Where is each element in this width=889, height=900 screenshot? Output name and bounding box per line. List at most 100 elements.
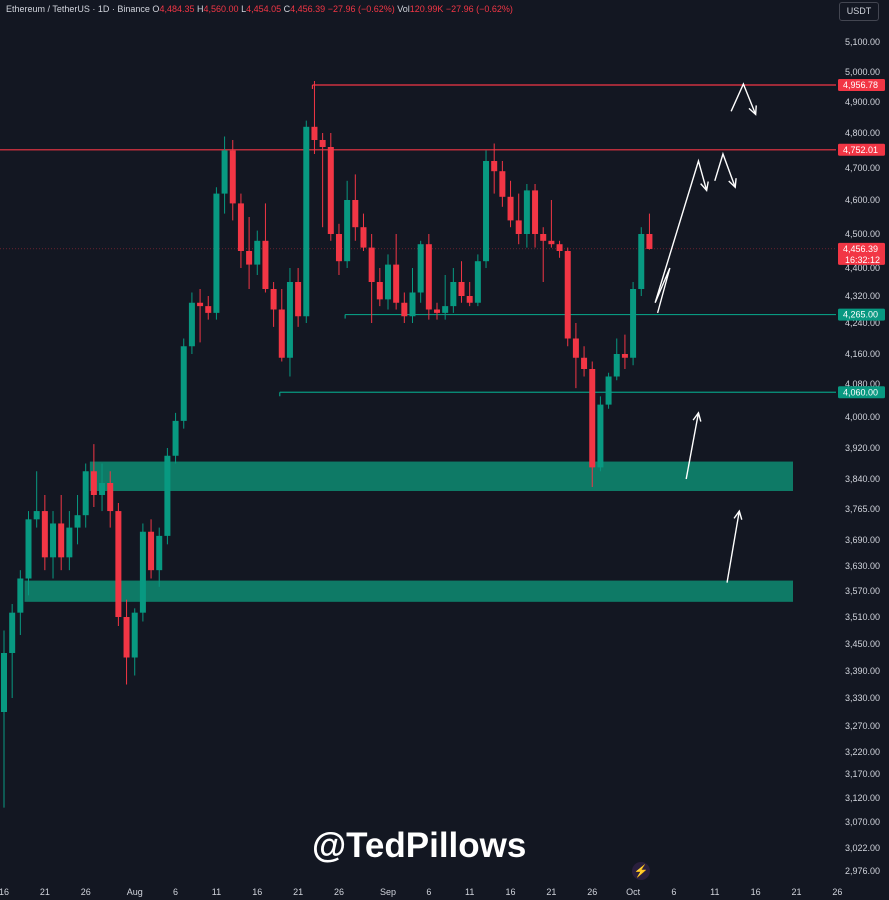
time-tick-label: 16: [751, 887, 761, 897]
arrow-head: [748, 105, 757, 116]
price-tick-label: 3,220.00: [845, 747, 880, 757]
price-tick-label: 4,700.00: [845, 163, 880, 173]
price-tick-label: 4,900.00: [845, 97, 880, 107]
candle-body: [319, 140, 326, 147]
time-tick-label: 11: [212, 887, 221, 897]
price-tick-label: 3,765.00: [845, 504, 880, 514]
price-tick-label: 3,170.00: [845, 769, 880, 779]
candle-body: [425, 244, 432, 310]
price-tag-box: [838, 308, 885, 321]
demand-zone: [24, 580, 793, 602]
price-tags-layer: 4,956.78 4,752.01 4,265.00 4,060.00 4,456.39…: [838, 78, 885, 399]
candle-body: [9, 612, 16, 653]
candle-body: [581, 357, 588, 369]
projection-arrow: [714, 151, 736, 188]
open-value: 4,484.35: [159, 4, 195, 14]
candle-body: [17, 578, 24, 613]
candle-body: [139, 531, 146, 613]
arrow-head: [733, 509, 743, 520]
price-tick-label: 4,160.00: [845, 349, 880, 359]
time-tick-label: 16: [252, 887, 262, 897]
candle-body: [532, 190, 539, 234]
time-axis[interactable]: 16 21 26 Aug 6 11 16 21 26 Sep 6 11 16 21 26 Oct 6 11 16 21…: [0, 887, 842, 897]
high-label: H: [197, 4, 204, 14]
candle-body: [25, 519, 32, 579]
candle-body: [523, 190, 530, 234]
candle-body: [376, 282, 383, 300]
candle-body: [82, 471, 89, 516]
candle-body: [368, 247, 375, 282]
price-tick-label: 3,690.00: [845, 535, 880, 545]
time-tick-label: 21: [546, 887, 556, 897]
candle-body: [540, 234, 547, 241]
price-tag-countdown: 16:32:12: [845, 255, 880, 265]
time-tick-label: 6: [173, 887, 178, 897]
time-tick-label: 11: [465, 887, 474, 897]
candle-body: [205, 306, 212, 313]
price-tick-label: 4,000.00: [845, 412, 880, 422]
candle-body: [474, 261, 481, 303]
demand-zone: [89, 461, 794, 491]
currency-button[interactable]: USDT: [839, 2, 879, 21]
price-tick-label: 3,070.00: [845, 817, 880, 827]
projection-arrow: [685, 412, 700, 480]
open-label: O: [152, 4, 160, 14]
price-axis[interactable]: 5,100.00 5,000.00 4,900.00 4,800.00 4,700.00…: [845, 37, 880, 876]
time-tick-label: 6: [426, 887, 431, 897]
candle-body: [115, 511, 122, 617]
candle-body: [278, 309, 285, 358]
candle-body: [564, 251, 571, 339]
candle-body: [507, 196, 514, 221]
time-tick-label: Oct: [626, 887, 641, 897]
candle-body: [90, 471, 97, 495]
candle-body: [1, 653, 7, 712]
arrow-head: [728, 178, 737, 189]
candle-body: [156, 535, 163, 571]
candle-body: [597, 404, 604, 468]
candle-body: [66, 527, 73, 558]
candle-body: [311, 126, 318, 140]
low-value: 4,454.05: [246, 4, 282, 14]
candle-body: [254, 240, 261, 265]
volume-change-value: −27.96 (−0.62%): [445, 4, 513, 14]
price-tick-label: 3,390.00: [845, 666, 880, 676]
candle-body: [180, 346, 187, 421]
price-tick-label: 3,840.00: [845, 474, 880, 484]
price-tick-label: 4,240.00: [845, 318, 880, 328]
price-tick-label: 5,100.00: [845, 37, 880, 47]
arrow-head: [700, 181, 709, 192]
time-tick-label: 6: [671, 887, 676, 897]
candle-body: [58, 523, 65, 558]
candle-body: [41, 511, 48, 558]
price-tick-label: 3,270.00: [845, 721, 880, 731]
projection-arrow: [654, 158, 708, 314]
time-tick-label: Aug: [127, 887, 143, 897]
candle-body: [630, 289, 637, 358]
symbol-title[interactable]: Ethereum / TetherUS · 1D · Binance: [6, 4, 150, 14]
watermark-handle: @TedPillows: [312, 826, 527, 865]
candle-body: [197, 302, 204, 307]
candle-body: [237, 203, 244, 251]
lightning-icon[interactable]: ⚡: [632, 862, 650, 880]
candle-body: [303, 126, 310, 317]
price-tag-box: [838, 242, 885, 265]
candle-body: [148, 531, 155, 571]
candle-body: [483, 161, 490, 262]
candle-body: [613, 354, 620, 377]
price-tag-label: 4,060.00: [843, 387, 878, 397]
candle-body: [442, 306, 449, 313]
time-tick-label: 26: [334, 887, 344, 897]
candle-body: [646, 234, 653, 249]
candle-body: [572, 338, 579, 358]
high-value: 4,560.00: [203, 4, 239, 14]
price-tick-label: 3,570.00: [845, 586, 880, 596]
candle-body: [589, 369, 596, 468]
candle-body: [434, 309, 441, 313]
price-tick-label: 3,510.00: [845, 612, 880, 622]
price-tick-label: 3,120.00: [845, 793, 880, 803]
time-tick-label: 21: [791, 887, 801, 897]
price-tick-label: 3,022.00: [845, 843, 880, 853]
price-tag-label: 4,956.78: [843, 80, 878, 90]
